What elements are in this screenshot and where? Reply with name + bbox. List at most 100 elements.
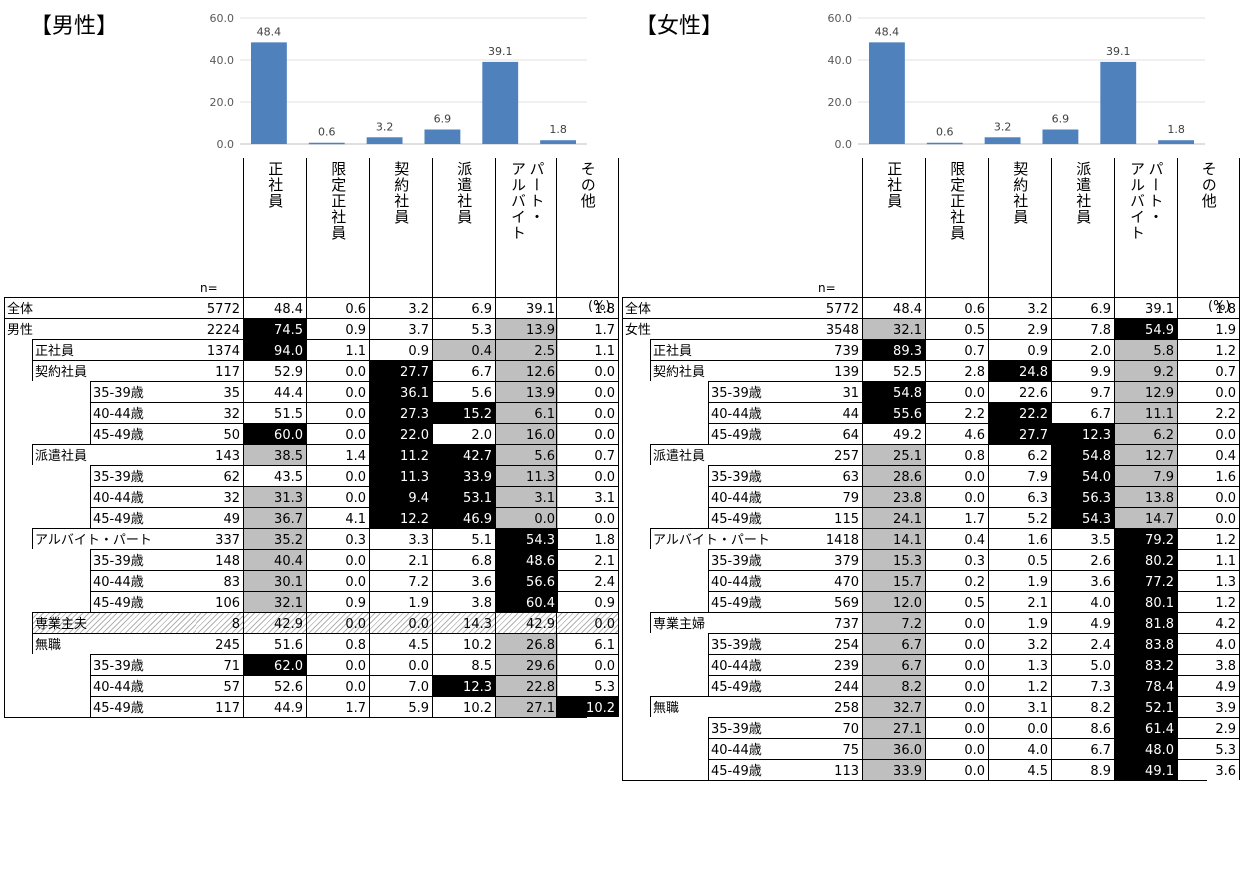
table-cell: 24.1: [862, 507, 925, 528]
row-n: 49: [196, 507, 243, 528]
table-cell: 26.8: [495, 633, 558, 654]
table-cell: 77.2: [1114, 570, 1177, 591]
table-cell: 8.2: [862, 675, 925, 696]
table-cell: 0.0: [556, 423, 619, 444]
column-header-label: パート・: [1146, 161, 1165, 225]
table-cell: 46.9: [432, 507, 495, 528]
row-label: 40-44歳: [708, 738, 814, 759]
table-cell: 3.6: [432, 570, 495, 591]
female-bar-chart: 0.0 20.0 40.0 60.0 48.4 0.6 3.2 6.9 39.1 1.8: [828, 12, 1205, 151]
n-label: n=: [200, 281, 218, 295]
table-cell: 7.3: [1051, 675, 1114, 696]
y-tick-label: 20.0: [210, 96, 235, 109]
row-n: 148: [196, 549, 243, 570]
row-label: 35-39歳: [708, 549, 814, 570]
row-label: 45-49歳: [708, 507, 814, 528]
table-cell: 7.9: [1114, 465, 1177, 486]
table-cell: 2.2: [1177, 402, 1240, 423]
table-cell: 5.6: [495, 444, 558, 465]
row-n: 139: [814, 360, 862, 381]
table-cell: 1.7: [925, 507, 988, 528]
row-n: 70: [814, 717, 862, 738]
table-cell: 2.1: [988, 591, 1051, 612]
table-cell: 5.9: [369, 696, 432, 717]
row-label: 45-49歳: [708, 759, 814, 780]
table-cell: 13.9: [495, 318, 558, 339]
table-cell: 9.4: [369, 486, 432, 507]
bar-value-label: 0.6: [936, 126, 954, 139]
row-n: 239: [814, 654, 862, 675]
row-label: 45-49歳: [90, 591, 196, 612]
table-cell: 15.2: [432, 402, 495, 423]
table-cell: 1.1: [556, 339, 619, 360]
table-cell: 52.5: [862, 360, 925, 381]
row-n: 75: [814, 738, 862, 759]
table-cell: 3.9: [1177, 696, 1240, 717]
table-cell: 80.2: [1114, 549, 1177, 570]
table-left-border: [4, 297, 5, 717]
table-cell: 3.6: [1051, 570, 1114, 591]
column-header-label: パート・: [527, 161, 546, 225]
row-n: 8: [196, 612, 243, 633]
table-cell: 54.3: [495, 528, 558, 549]
table-cell: 0.9: [988, 339, 1051, 360]
table-cell: 1.2: [1177, 591, 1240, 612]
table-cell: 40.4: [243, 549, 306, 570]
column-header: 派遣社員: [432, 158, 495, 297]
table-cell: 1.2: [1177, 339, 1240, 360]
row-label: 45-49歳: [708, 675, 814, 696]
table-cell: 6.7: [862, 633, 925, 654]
table-cell: 0.0: [925, 612, 988, 633]
row-n: 143: [196, 444, 243, 465]
table-cell: 24.8: [988, 360, 1051, 381]
table-cell: 3.2: [369, 297, 432, 318]
table-cell: 3.2: [988, 633, 1051, 654]
table-cell: 0.7: [556, 444, 619, 465]
table-cell: 51.6: [243, 633, 306, 654]
table-cell: 5.3: [432, 318, 495, 339]
table-cell: 5.0: [1051, 654, 1114, 675]
table-cell: 0.0: [1177, 423, 1240, 444]
column-header: 正社員: [862, 158, 925, 297]
row-label: 正社員: [32, 339, 196, 360]
bar-パート・アルバイト: [1100, 61, 1137, 144]
table-cell: 6.9: [432, 297, 495, 318]
table-cell: 4.5: [988, 759, 1051, 780]
table-cell: 0.0: [925, 465, 988, 486]
table-cell: 2.0: [432, 423, 495, 444]
table-cell: 6.1: [495, 402, 558, 423]
row-n: 63: [814, 465, 862, 486]
row-label: 45-49歳: [90, 423, 196, 444]
table-cell: 4.0: [1051, 591, 1114, 612]
table-cell: 28.6: [862, 465, 925, 486]
row-n: 569: [814, 591, 862, 612]
table-cell: 2.1: [369, 549, 432, 570]
table-cell: 0.0: [988, 717, 1051, 738]
row-label: 35-39歳: [708, 381, 814, 402]
table-cell: 39.1: [495, 297, 558, 318]
row-label: アルバイト・パート: [650, 528, 814, 549]
column-header: 契約社員: [988, 158, 1051, 297]
table-cell: 38.5: [243, 444, 306, 465]
table-cell: 1.9: [369, 591, 432, 612]
table-cell: 9.7: [1051, 381, 1114, 402]
table-cell: 11.3: [369, 465, 432, 486]
table-cell: 1.2: [1177, 528, 1240, 549]
table-cell: 4.6: [925, 423, 988, 444]
table-cell: 49.2: [862, 423, 925, 444]
table-cell: 56.3: [1051, 486, 1114, 507]
bar-限定正社員: [308, 142, 345, 145]
table-cell: 4.0: [988, 738, 1051, 759]
bar-限定正社員: [926, 142, 963, 145]
table-cell: 9.2: [1114, 360, 1177, 381]
row-label: 35-39歳: [90, 381, 196, 402]
table-cell: 5.3: [556, 675, 619, 696]
table-cell: 0.0: [306, 486, 369, 507]
bar-正社員: [250, 42, 287, 144]
table-cell: 1.3: [1177, 570, 1240, 591]
table-cell: 48.4: [243, 297, 306, 318]
row-label: 正社員: [650, 339, 814, 360]
table-cell: 2.2: [925, 402, 988, 423]
table-cell: 1.4: [306, 444, 369, 465]
row-n: 1374: [196, 339, 243, 360]
